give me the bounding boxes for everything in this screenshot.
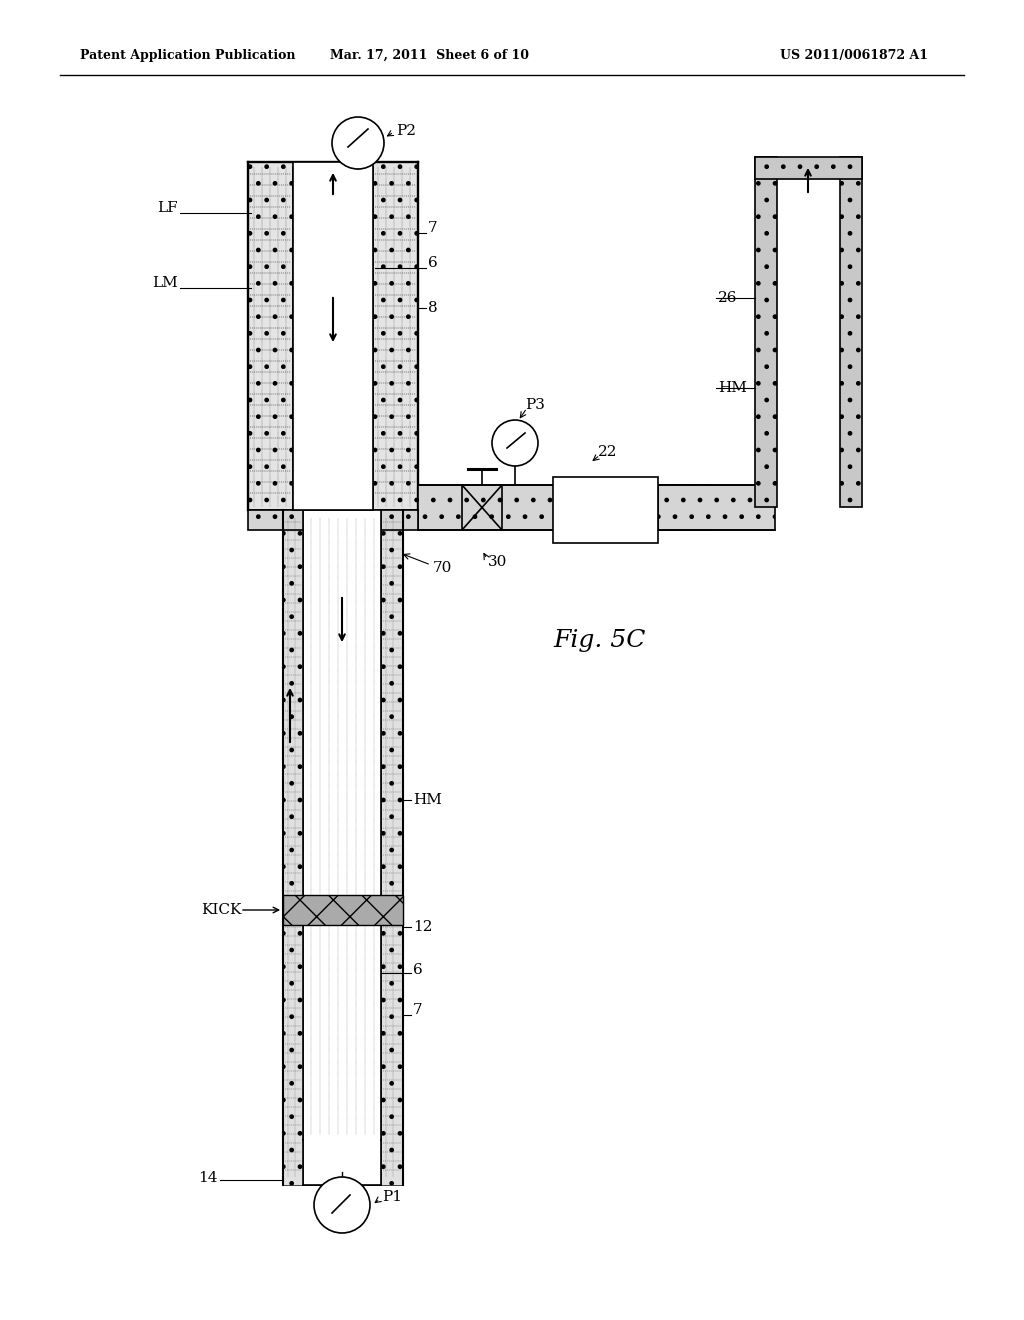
Bar [658,484,775,531]
Text: 6: 6 [413,964,423,977]
Text: US 2011/0061872 A1: US 2011/0061872 A1 [780,49,928,62]
Bar [840,157,862,507]
Text: P2: P2 [396,124,416,139]
Bar [283,510,403,1185]
Bar [553,477,658,543]
Bar [293,162,373,510]
Text: 8: 8 [428,301,437,315]
Bar [283,895,403,925]
Text: 7: 7 [428,220,437,235]
Text: 30: 30 [488,554,507,569]
Text: 6: 6 [428,256,437,271]
Text: Patent Application Publication: Patent Application Publication [80,49,296,62]
Bar [248,510,418,531]
Text: KICK: KICK [202,903,242,917]
Text: P1: P1 [382,1191,402,1204]
Text: 70: 70 [433,561,453,576]
Text: LM: LM [153,276,178,290]
Text: Fig. 5C: Fig. 5C [554,628,646,652]
Text: HM: HM [413,793,442,807]
Circle shape [332,117,384,169]
Text: 14: 14 [199,1171,218,1185]
Text: 7: 7 [413,1003,423,1016]
Text: LF: LF [158,201,178,215]
Bar [418,484,710,531]
Text: Mar. 17, 2011  Sheet 6 of 10: Mar. 17, 2011 Sheet 6 of 10 [331,49,529,62]
Bar [755,157,777,507]
Circle shape [492,420,538,466]
Text: P3: P3 [525,399,545,412]
Text: HM: HM [718,381,746,395]
Bar [303,510,381,1185]
Bar [248,162,418,510]
Text: 12: 12 [413,920,432,935]
Bar [755,157,862,180]
Circle shape [314,1177,370,1233]
Text: 22: 22 [598,445,617,459]
Text: 26: 26 [718,290,737,305]
